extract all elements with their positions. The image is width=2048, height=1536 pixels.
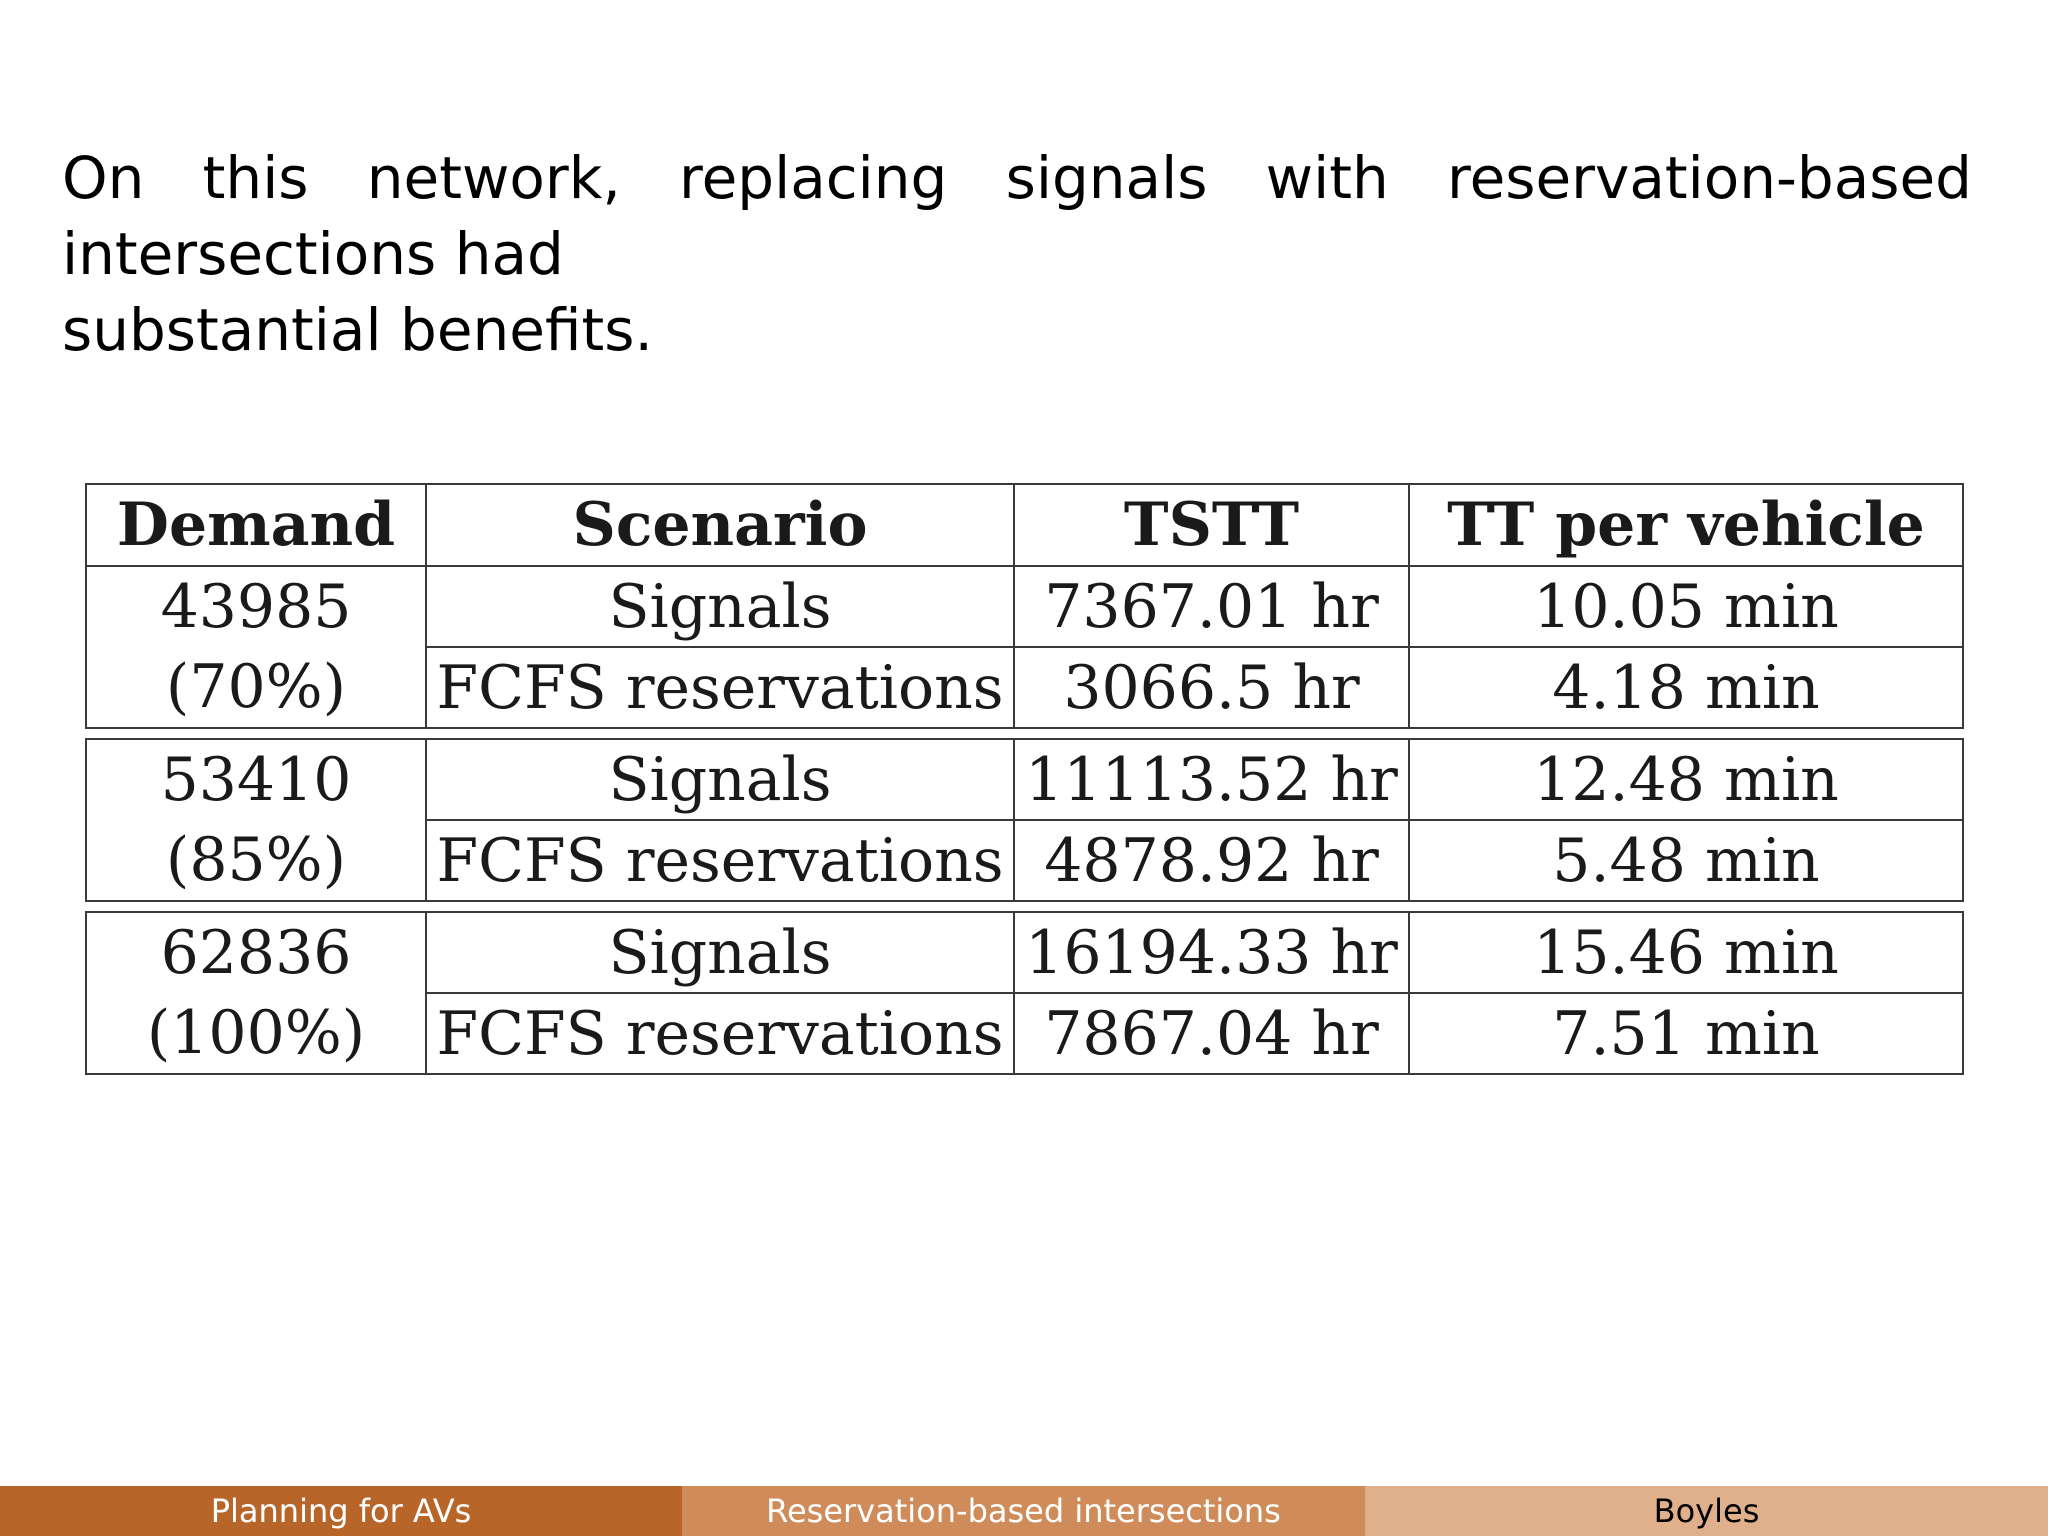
table-header-block: Demand Scenario TSTT TT per vehicle 4398… [85,483,1964,729]
table-row: 62836 (100%) Signals 16194.33 hr 15.46 mi… [85,911,1964,1075]
demand-cell: 43985 (70%) [85,565,427,729]
scenario-cell: Signals [425,911,1015,994]
demand-percent: (100%) [146,998,366,1068]
table-group-block: 53410 (85%) Signals 11113.52 hr 12.48 min… [85,738,1964,902]
tt-per-vehicle-cell: 5.48 min [1408,819,1964,902]
header-tstt: TSTT [1013,483,1410,567]
footer-talk-title: Planning for AVs [0,1486,682,1536]
slide-text-line-1: On this network, replacing signals with … [62,144,1972,288]
demand-value: 43985 [160,572,352,642]
scenario-cell: FCFS reservations [425,646,1015,729]
table-group-block: 62836 (100%) Signals 16194.33 hr 15.46 mi… [85,911,1964,1075]
scenario-cell: FCFS reservations [425,819,1015,902]
scenario-cell: Signals [425,738,1015,821]
tstt-cell: 11113.52 hr [1013,738,1410,821]
tt-per-vehicle-cell: 12.48 min [1408,738,1964,821]
tstt-cell: 4878.92 hr [1013,819,1410,902]
header-tt-per-vehicle: TT per vehicle [1408,483,1964,567]
slide-footer: Planning for AVs Reservation-based inter… [0,1486,2048,1536]
tt-per-vehicle-cell: 10.05 min [1408,565,1964,648]
demand-percent: (70%) [165,652,347,722]
slide-text-line-2: substantial benefits. [62,296,653,364]
demand-cell: 62836 (100%) [85,911,427,1075]
tstt-cell: 7367.01 hr [1013,565,1410,648]
footer-section-title: Reservation-based intersections [682,1486,1365,1536]
header-scenario: Scenario [425,483,1015,567]
table-row: FCFS reservations 3066.5 hr 4.18 min [86,646,1964,729]
tstt-cell: 7867.04 hr [1013,992,1410,1075]
scenario-cell: FCFS reservations [425,992,1015,1075]
table-row: 43985 (70%) Signals 7367.01 hr 10.05 min [85,565,1964,729]
tstt-cell: 3066.5 hr [1013,646,1410,729]
tt-per-vehicle-cell: 4.18 min [1408,646,1964,729]
demand-value: 53410 [160,745,352,815]
header-demand: Demand [85,483,427,567]
tstt-cell: 16194.33 hr [1013,911,1410,994]
footer-author: Boyles [1365,1486,2048,1536]
demand-value: 62836 [160,918,352,988]
tt-per-vehicle-cell: 7.51 min [1408,992,1964,1075]
table-row: FCFS reservations 7867.04 hr 7.51 min [86,992,1964,1075]
table-row: FCFS reservations 4878.92 hr 5.48 min [86,819,1964,902]
demand-percent: (85%) [165,825,347,895]
tt-per-vehicle-cell: 15.46 min [1408,911,1964,994]
table-row: 53410 (85%) Signals 11113.52 hr 12.48 min [85,738,1964,902]
table-header-row: Demand Scenario TSTT TT per vehicle [85,483,1964,567]
slide-text: On this network, replacing signals with … [62,140,1972,368]
demand-cell: 53410 (85%) [85,738,427,902]
results-table: Demand Scenario TSTT TT per vehicle 4398… [85,483,1964,1075]
scenario-cell: Signals [425,565,1015,648]
